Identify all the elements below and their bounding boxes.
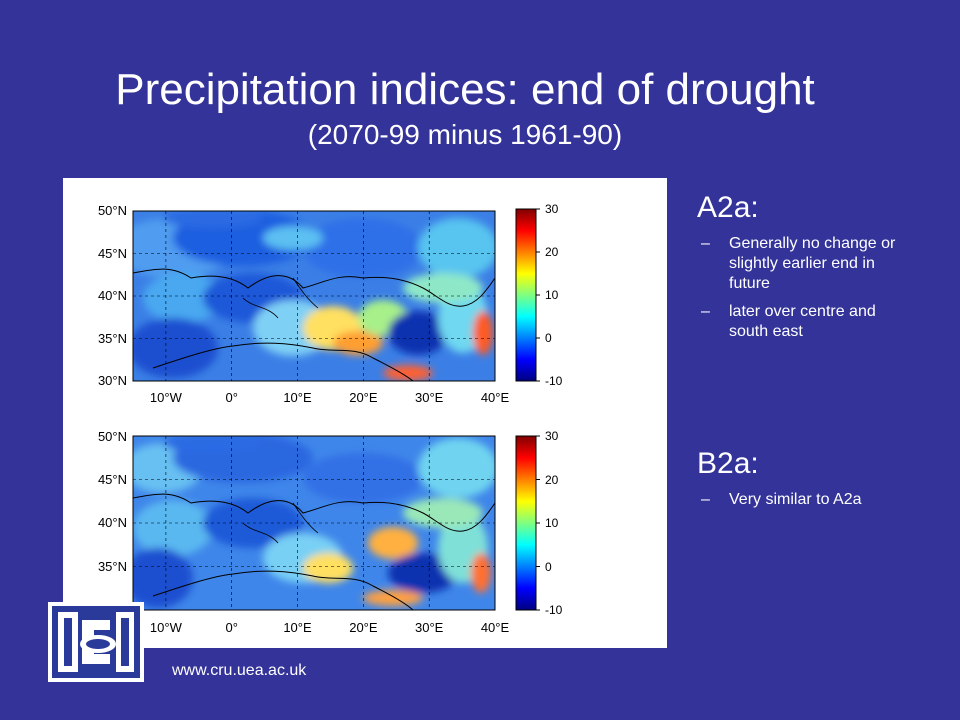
colorbar-tick: 0 (545, 560, 552, 574)
scenario-bullets: – Very similar to A2a (697, 490, 947, 510)
colorbar-tick: -10 (545, 603, 563, 617)
lon-label: 0° (225, 620, 237, 635)
lon-label: 40°E (481, 620, 510, 635)
lon-label: 10°E (283, 390, 312, 405)
scenario-heading: B2a: (697, 447, 759, 480)
map-a2a: 50°N 45°N 40°N 35°N 30°N 10°W 0° 10°E 20… (98, 202, 563, 405)
bullet-item: – later over centre and south east (701, 303, 876, 340)
colorbar-a2a: 30 20 10 0 -10 (515, 202, 563, 388)
footer-url-link[interactable]: www.cru.uea.ac.uk (172, 662, 307, 679)
scenario-heading: A2a: (697, 191, 759, 224)
map-b2a-field (133, 436, 495, 610)
cru-logo-icon (48, 602, 144, 682)
lon-label: 10°E (283, 620, 312, 635)
colorbar-tick: 0 (545, 331, 552, 345)
colorbar-tick: 10 (545, 288, 559, 302)
bullet-text: Very similar to A2a (729, 491, 862, 508)
map-a2a-field (133, 211, 495, 381)
lat-label: 50°N (98, 429, 127, 444)
colorbar-tick: 30 (545, 202, 559, 216)
map-figure-panel: 50°N 45°N 40°N 35°N 30°N 10°W 0° 10°E 20… (63, 178, 667, 648)
colorbar-b2a: 30 20 10 0 -10 (515, 429, 563, 617)
colorbar-tick: 20 (545, 473, 559, 487)
lon-label: 10°W (150, 390, 183, 405)
lat-label: 30°N (98, 373, 127, 388)
colorbar-tick: 10 (545, 516, 559, 530)
lat-label: 35°N (98, 331, 127, 346)
lat-label: 35°N (98, 559, 127, 574)
colorbar-tick: 20 (545, 245, 559, 259)
lon-label: 0° (225, 390, 237, 405)
scenario-b2a: B2a: – Very similar to A2a (697, 446, 947, 518)
colorbar-tick: -10 (545, 374, 563, 388)
scenario-a2a: A2a: – Generally no change or slightly ea… (697, 190, 947, 350)
lon-label: 40°E (481, 390, 510, 405)
lon-label: 20°E (349, 390, 378, 405)
map-figure: 50°N 45°N 40°N 35°N 30°N 10°W 0° 10°E 20… (98, 202, 563, 635)
map-b2a: 50°N 45°N 40°N 35°N 30°N 10°W 0° 10°E 20… (98, 429, 563, 635)
lon-label: 20°E (349, 620, 378, 635)
slide-title: Precipitation indices: end of drought (115, 65, 815, 114)
bullet-item: – Very similar to A2a (701, 491, 862, 508)
lon-label: 10°W (150, 620, 183, 635)
lon-label: 30°E (415, 390, 444, 405)
slide-subtitle: (2070-99 minus 1961-90) (307, 119, 623, 150)
colorbar-tick: 30 (545, 429, 559, 443)
scenario-bullets: – Generally no change or slightly earlier… (697, 234, 947, 342)
lat-label: 45°N (98, 472, 127, 487)
lat-label: 40°N (98, 515, 127, 530)
lon-label: 30°E (415, 620, 444, 635)
lat-label: 40°N (98, 288, 127, 303)
bullet-text: Generally no change or slightly earlier … (729, 235, 896, 292)
bullet-item: – Generally no change or slightly earlier… (701, 235, 896, 292)
lat-label: 50°N (98, 203, 127, 218)
lat-label: 45°N (98, 246, 127, 261)
bullet-text: later over centre and south east (729, 303, 876, 340)
